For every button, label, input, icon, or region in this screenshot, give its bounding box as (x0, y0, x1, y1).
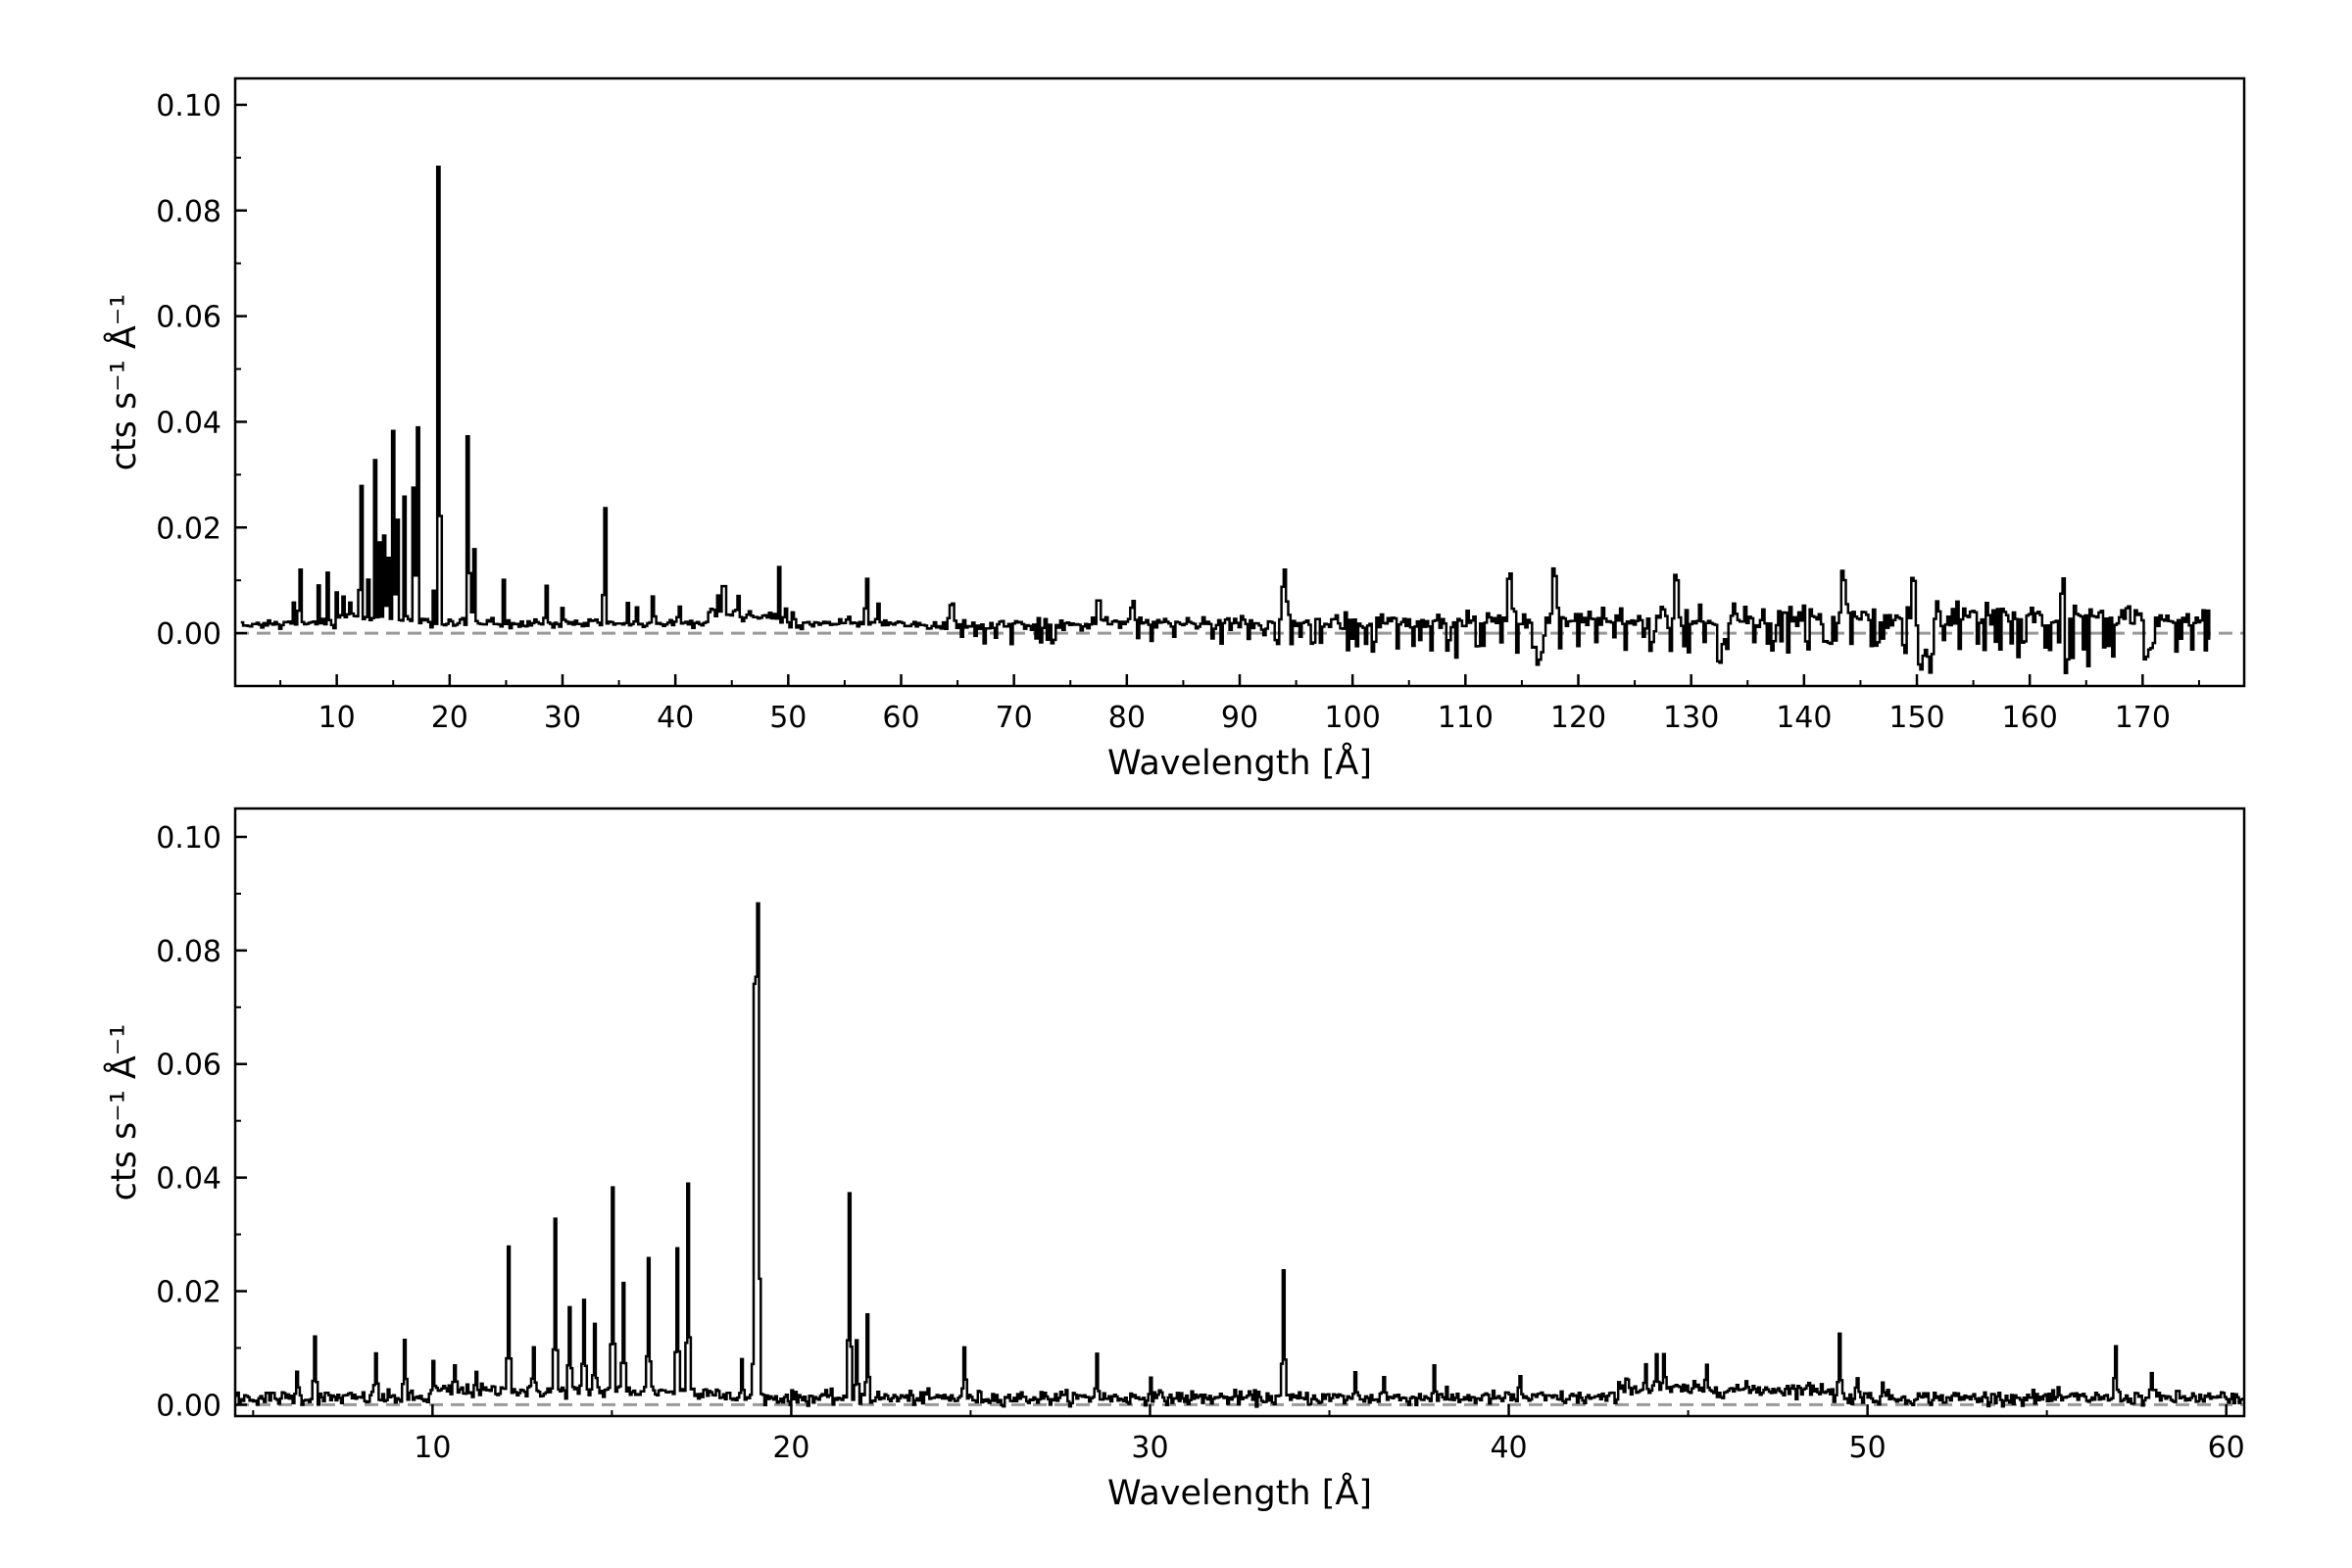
x-axis-label: Wavelength [Å] (1107, 1471, 1372, 1513)
x-tick-label: 110 (1438, 701, 1494, 735)
y-tick-label: 0.10 (156, 821, 221, 856)
x-tick-label: 40 (657, 701, 694, 735)
x-tick-label: 150 (1888, 701, 1944, 735)
x-tick-label: 50 (1849, 1431, 1886, 1465)
x-tick-label: 170 (2115, 701, 2171, 735)
x-tick-label: 80 (1108, 701, 1146, 735)
x-tick-label: 130 (1663, 701, 1719, 735)
y-tick-label: 0.00 (156, 1389, 221, 1423)
x-tick-label: 20 (772, 1431, 809, 1465)
x-tick-label: 140 (1776, 701, 1832, 735)
x-tick-label: 90 (1221, 701, 1258, 735)
y-tick-label: 0.04 (156, 1162, 221, 1197)
x-tick-label: 60 (2208, 1431, 2245, 1465)
x-tick-label: 40 (1490, 1431, 1527, 1465)
x-tick-label: 120 (1550, 701, 1606, 735)
y-tick-label: 0.06 (156, 1049, 221, 1083)
x-tick-label: 160 (2002, 701, 2058, 735)
x-tick-label: 20 (431, 701, 468, 735)
y-tick-label: 0.02 (156, 1276, 221, 1310)
y-tick-label: 0.06 (156, 301, 221, 335)
full-range-panel: 10 20 30 40 50 60 70 80 90 100 110 120 130 140 150 160 1… (102, 76, 2246, 783)
x-tick-label: 10 (318, 701, 356, 735)
y-tick-label: 0.10 (156, 89, 221, 123)
y-axis-label: cts s⁻¹ Å⁻¹ (102, 1024, 144, 1201)
y-tick-label: 0.04 (156, 406, 221, 440)
x-tick-label: 30 (1131, 1431, 1168, 1465)
x-tick-label: 100 (1325, 701, 1381, 735)
plot-frame (233, 807, 2246, 1418)
spectrum-series-line (235, 902, 2244, 1408)
x-tick-label: 70 (996, 701, 1033, 735)
x-tick-label: 50 (769, 701, 807, 735)
plot-frame (233, 76, 2246, 688)
spectrum-series-line (240, 165, 2211, 674)
y-tick-label: 0.08 (156, 935, 221, 969)
x-tick-label: 60 (882, 701, 919, 735)
x-axis-label: Wavelength [Å] (1107, 741, 1372, 783)
y-tick-label: 0.08 (156, 195, 221, 229)
y-axis-label: cts s⁻¹ Å⁻¹ (102, 294, 144, 471)
y-tick-label: 0.00 (156, 617, 221, 652)
zoomed-panel: 10 20 30 40 50 60 0.00 0.02 0.04 0.06 0.08 0.10 Wave… (102, 807, 2246, 1513)
y-tick-label: 0.02 (156, 512, 221, 546)
x-tick-label: 30 (544, 701, 581, 735)
x-tick-label: 10 (414, 1431, 451, 1465)
